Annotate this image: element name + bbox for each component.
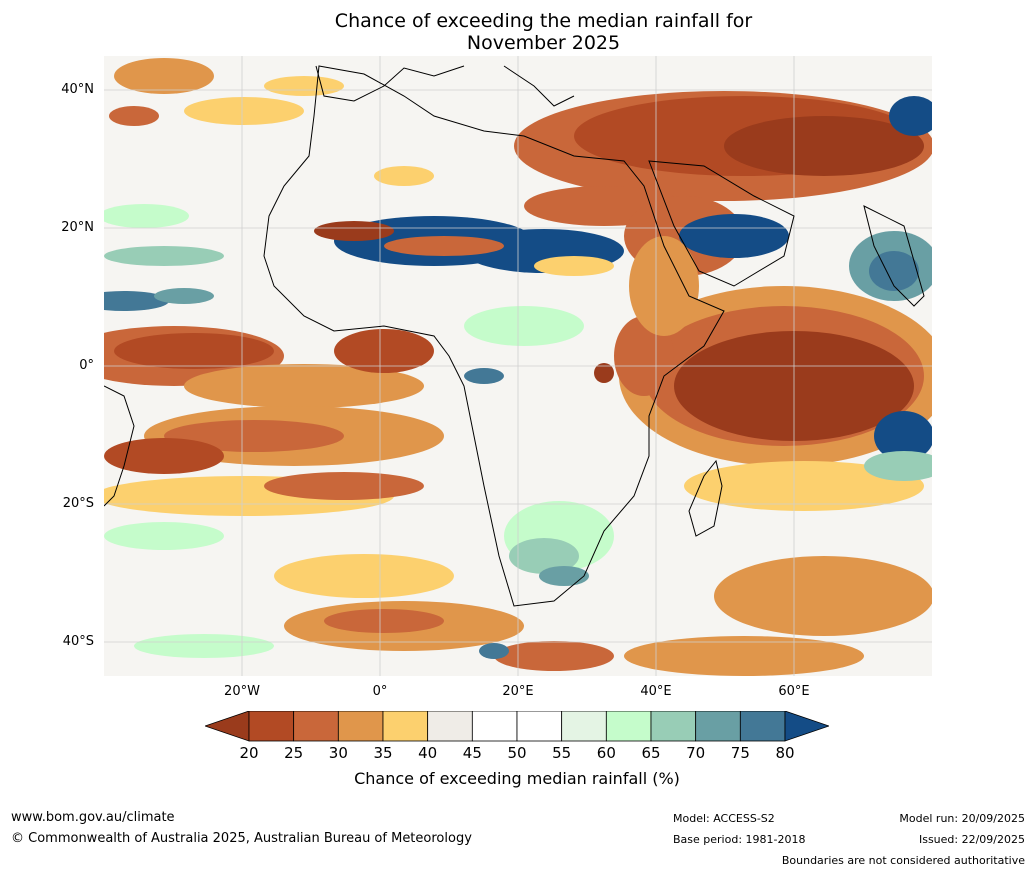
lat-label-0: 0° bbox=[79, 358, 94, 373]
title-line-1: Chance of exceeding the median rainfall … bbox=[334, 10, 753, 32]
anomaly-field bbox=[104, 58, 932, 676]
graticule bbox=[104, 56, 932, 676]
website-text: www.bom.gov.au/climate bbox=[11, 810, 175, 825]
base-period-text: Base period: 1981-2018 bbox=[673, 833, 806, 846]
lon-label-0: 0° bbox=[372, 684, 388, 699]
colorbar-tick-label: 60 bbox=[596, 744, 616, 762]
lon-label-20w: 20°W bbox=[224, 684, 260, 699]
india-coastline bbox=[863, 205, 925, 307]
colorbar-tick-label: 80 bbox=[775, 744, 795, 762]
africa-coastline bbox=[263, 65, 725, 607]
colorbar-tick-label: 40 bbox=[418, 744, 438, 762]
colorbar-segment bbox=[695, 711, 741, 742]
colorbar-segment bbox=[650, 711, 697, 742]
colorbar-tick-label: 55 bbox=[552, 744, 572, 762]
model-run-text: Model run: 20/09/2025 bbox=[899, 812, 1025, 825]
colorbar-tick-label: 45 bbox=[462, 744, 482, 762]
lon-label-20e: 20°E bbox=[502, 684, 534, 699]
colorbar-segment bbox=[561, 711, 607, 742]
south-america-coastline bbox=[104, 385, 135, 507]
lon-label-40e: 40°E bbox=[640, 684, 672, 699]
arabia-coastline bbox=[648, 160, 795, 287]
colorbar-tick-label: 65 bbox=[641, 744, 661, 762]
lat-label-40n: 40°N bbox=[61, 82, 94, 97]
colorbar-arrow-high bbox=[784, 711, 829, 742]
colorbar-segment bbox=[427, 711, 473, 742]
colorbar-segment bbox=[382, 711, 429, 742]
madagascar-coastline bbox=[688, 459, 723, 537]
issued-text: Issued: 22/09/2025 bbox=[918, 833, 1025, 846]
copyright-text: © Commonwealth of Australia 2025, Austra… bbox=[11, 831, 472, 846]
colorbar-segment bbox=[739, 711, 786, 742]
colorbar-tick-label: 50 bbox=[507, 744, 527, 762]
europe-coastline bbox=[315, 65, 575, 107]
lat-label-20s: 20°S bbox=[62, 496, 94, 511]
lat-label-20n: 20°N bbox=[61, 220, 94, 235]
map-title: Chance of exceeding the median rainfall … bbox=[0, 10, 1035, 54]
colorbar-arrow-low bbox=[205, 711, 250, 742]
colorbar-segment bbox=[248, 711, 295, 742]
colorbar-label: Chance of exceeding median rainfall (%) bbox=[354, 769, 680, 788]
colorbar-tick-label: 75 bbox=[730, 744, 750, 762]
rainfall-map bbox=[104, 56, 932, 676]
title-line-2: November 2025 bbox=[466, 32, 621, 54]
lat-label-40s: 40°S bbox=[62, 634, 94, 649]
colorbar-segment bbox=[605, 711, 652, 742]
disclaimer-text: Boundaries are not considered authoritat… bbox=[781, 854, 1025, 867]
lon-label-60e: 60°E bbox=[778, 684, 810, 699]
colorbar-tick-label: 35 bbox=[373, 744, 393, 762]
map-canvas bbox=[104, 56, 932, 676]
colorbar-segment bbox=[471, 711, 518, 742]
colorbar-tick-label: 20 bbox=[239, 744, 259, 762]
colorbar-tick-label: 70 bbox=[686, 744, 706, 762]
colorbar-segment bbox=[337, 711, 384, 742]
colorbar-tick-label: 25 bbox=[284, 744, 304, 762]
colorbar-segment bbox=[293, 711, 339, 742]
model-text: Model: ACCESS-S2 bbox=[673, 812, 775, 825]
colorbar bbox=[205, 711, 829, 742]
colorbar-segment bbox=[516, 711, 563, 742]
colorbar-tick-label: 30 bbox=[328, 744, 348, 762]
